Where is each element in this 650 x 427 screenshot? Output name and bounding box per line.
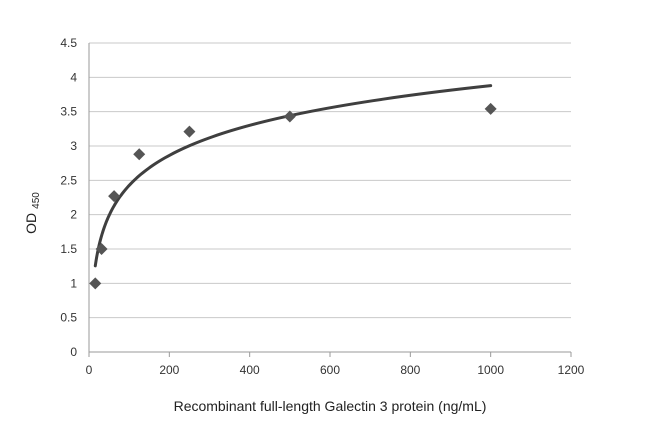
y-axis-title: OD 450 (23, 192, 42, 234)
y-tick-label: 0 (70, 345, 77, 359)
y-tick-label: 2 (70, 208, 77, 222)
data-point (133, 148, 146, 161)
x-tick-label: 400 (240, 363, 260, 377)
data-point (484, 102, 497, 115)
data-point (283, 110, 296, 123)
y-tick-label: 4 (70, 70, 77, 84)
x-tick-label: 1000 (477, 363, 504, 377)
x-tick-label: 800 (400, 363, 420, 377)
data-point (95, 243, 108, 255)
gridlines (89, 42, 571, 319)
y-tick-label: 2.5 (60, 173, 77, 187)
axes (88, 43, 572, 357)
x-axis-title: Recombinant full-length Galectin 3 prote… (174, 398, 487, 414)
y-tick-label: 3 (70, 139, 77, 153)
x-tick-label: 1200 (558, 363, 585, 377)
y-tick-label: 1.5 (60, 242, 77, 256)
data-point (108, 190, 121, 203)
data-point (183, 125, 196, 138)
x-tick-label: 0 (86, 363, 93, 377)
y-tick-labels: 0 0.5 1 1.5 2 2.5 3 3.5 4 4.5 (60, 36, 77, 359)
data-points (89, 102, 497, 290)
y-tick-label: 3.5 (60, 105, 77, 119)
x-tick-label: 600 (320, 363, 340, 377)
y-axis-title-subscript: 450 (31, 192, 42, 209)
y-tick-label: 1 (70, 276, 77, 290)
data-point (89, 277, 102, 290)
y-tick-label: 4.5 (60, 36, 77, 50)
trend-line (93, 84, 493, 268)
y-axis-title-main: OD (23, 213, 39, 234)
y-tick-label: 0.5 (60, 311, 77, 325)
x-tick-label: 200 (159, 363, 179, 377)
x-tick-labels: 0 200 400 600 800 1000 1200 (86, 363, 585, 377)
